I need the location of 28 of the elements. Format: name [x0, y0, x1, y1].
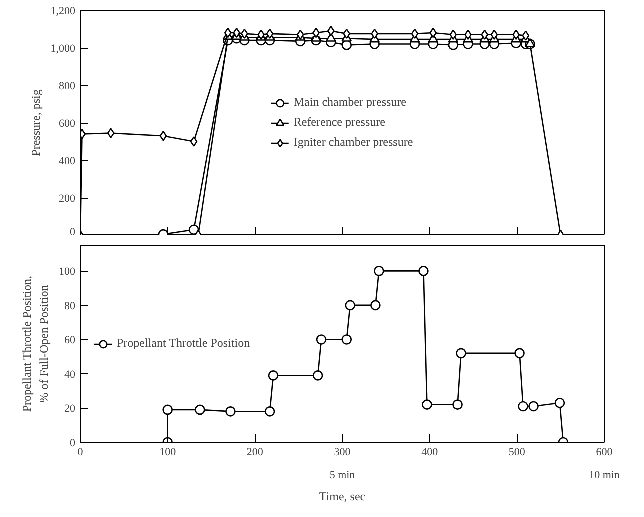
x-tick-label: 500: [508, 446, 526, 458]
y-tick-label: 100: [59, 266, 76, 278]
y-tick-label: 1,000: [50, 43, 76, 55]
legend-label: Igniter chamber pressure: [294, 135, 414, 150]
legend-label: Reference pressure: [294, 115, 386, 130]
legend-label: Main chamber pressure: [294, 95, 406, 110]
x2-tick-label: 5 min: [330, 470, 356, 482]
x-tick-label: 300: [334, 446, 352, 458]
y-tick-label: 80: [64, 300, 76, 312]
y-tick-label: 600: [59, 118, 76, 130]
y-tick-label: 60: [64, 334, 76, 347]
y-tick-label: 0: [70, 438, 76, 450]
y-tick-label: 1,200: [50, 6, 76, 18]
y-tick-label: 200: [59, 193, 76, 205]
y-tick-label: 20: [64, 403, 76, 416]
x-tick-label: 600: [596, 446, 614, 458]
x-tick-label: 400: [422, 446, 439, 458]
y-tick-label: 400: [59, 156, 76, 168]
x2-tick-label: 10 min: [589, 470, 620, 482]
legend-label: Propellant Throttle Position: [117, 336, 250, 351]
y-tick-label: 800: [59, 80, 76, 92]
y-axis-title: Pressure, psig: [28, 90, 43, 156]
x-tick-label: 0: [78, 446, 84, 458]
x-tick-label: 200: [246, 446, 264, 458]
x-axis-title: Time, sec: [319, 490, 366, 504]
y-tick-label: 40: [64, 368, 76, 381]
x-tick-label: 100: [160, 446, 177, 458]
y-axis-title: Propellant Throttle Position, % of Full-Open Position: [20, 276, 51, 412]
